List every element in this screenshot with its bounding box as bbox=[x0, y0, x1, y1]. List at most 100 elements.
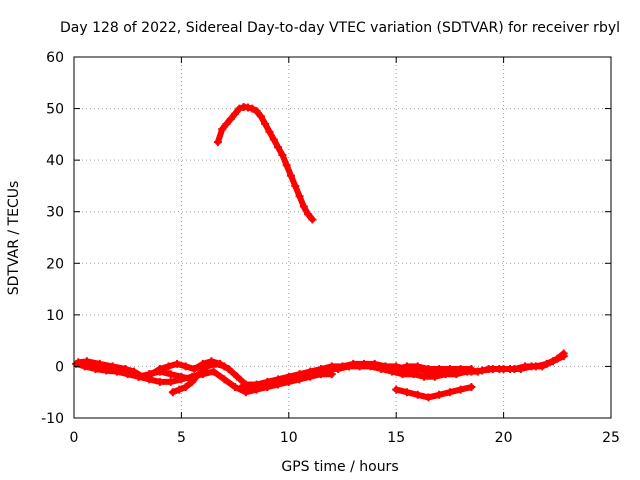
data-point bbox=[435, 365, 444, 374]
data-point bbox=[366, 362, 375, 371]
data-point bbox=[506, 365, 515, 374]
data-point bbox=[222, 120, 231, 129]
y-tick-label: 0 bbox=[55, 359, 64, 375]
data-point bbox=[274, 143, 283, 152]
data-point bbox=[235, 104, 244, 113]
data-point bbox=[381, 365, 390, 374]
data-point bbox=[344, 362, 353, 371]
data-point bbox=[392, 385, 401, 394]
data-point bbox=[265, 127, 274, 136]
data-point bbox=[256, 112, 265, 121]
data-point bbox=[224, 365, 233, 374]
data-point bbox=[177, 375, 186, 384]
data-point bbox=[74, 358, 83, 367]
y-tick-label: 60 bbox=[46, 50, 64, 66]
x-axis-label: GPS time / hours bbox=[281, 459, 398, 475]
data-point bbox=[248, 104, 257, 113]
data-point bbox=[211, 359, 220, 368]
data-point bbox=[269, 377, 278, 386]
series-layer bbox=[72, 103, 568, 402]
data-point bbox=[226, 114, 235, 123]
data-point bbox=[445, 365, 454, 374]
x-tick-label: 25 bbox=[602, 430, 620, 446]
data-point bbox=[301, 370, 310, 379]
x-tick-label: 5 bbox=[177, 430, 186, 446]
data-point bbox=[295, 192, 304, 201]
data-point bbox=[173, 359, 182, 368]
y-tick-label: 50 bbox=[46, 102, 64, 118]
data-point bbox=[286, 171, 295, 180]
data-point bbox=[248, 383, 257, 392]
data-point bbox=[82, 357, 91, 366]
data-point bbox=[527, 362, 536, 371]
data-point bbox=[237, 383, 246, 392]
data-point bbox=[188, 377, 197, 386]
data-point bbox=[312, 367, 321, 376]
y-tick-label: 10 bbox=[46, 308, 64, 324]
data-point bbox=[495, 365, 504, 374]
data-point bbox=[108, 362, 117, 371]
data-point bbox=[181, 383, 190, 392]
data-point bbox=[243, 103, 252, 112]
y-tick-label: -10 bbox=[41, 411, 64, 427]
data-point bbox=[402, 388, 411, 397]
y-tick-label: 30 bbox=[46, 205, 64, 221]
data-point bbox=[413, 390, 422, 399]
data-point bbox=[233, 372, 242, 381]
data-point bbox=[190, 365, 199, 374]
y-tick-label: 20 bbox=[46, 256, 64, 272]
data-point bbox=[278, 150, 287, 159]
data-point bbox=[164, 362, 173, 371]
data-point bbox=[409, 370, 418, 379]
data-point bbox=[168, 388, 177, 397]
data-point bbox=[134, 372, 143, 381]
data-point bbox=[145, 375, 154, 384]
x-tick-label: 15 bbox=[387, 430, 405, 446]
data-point bbox=[467, 365, 476, 374]
data-point bbox=[456, 385, 465, 394]
data-point bbox=[175, 385, 184, 394]
data-point bbox=[280, 375, 289, 384]
data-point bbox=[261, 120, 270, 129]
data-point bbox=[130, 367, 139, 376]
data-point bbox=[392, 365, 401, 374]
plot-frame bbox=[73, 56, 612, 419]
data-point bbox=[355, 362, 364, 371]
data-point bbox=[516, 365, 525, 374]
data-point bbox=[269, 135, 278, 144]
data-point bbox=[299, 202, 308, 211]
data-point bbox=[435, 390, 444, 399]
data-point bbox=[304, 210, 313, 219]
data-point bbox=[218, 125, 227, 134]
data-point bbox=[209, 367, 218, 376]
data-point bbox=[91, 365, 100, 374]
data-point bbox=[194, 370, 203, 379]
data-point bbox=[456, 365, 465, 374]
data-point bbox=[231, 109, 240, 118]
data-point bbox=[467, 383, 476, 392]
data-point bbox=[559, 352, 568, 361]
data-point bbox=[424, 365, 433, 374]
data-point bbox=[291, 181, 300, 190]
data-point bbox=[155, 365, 164, 374]
data-point bbox=[166, 370, 175, 379]
data-point bbox=[413, 362, 422, 371]
y-axis-label: SDTVAR / TECUs bbox=[6, 181, 22, 296]
data-point bbox=[181, 362, 190, 371]
x-tick-label: 10 bbox=[280, 430, 298, 446]
x-tick-label: 20 bbox=[495, 430, 513, 446]
x-tick-label: 0 bbox=[70, 430, 79, 446]
chart-title: Day 128 of 2022, Sidereal Day-to-day VTE… bbox=[60, 20, 620, 36]
data-point bbox=[121, 365, 130, 374]
data-point bbox=[549, 357, 558, 366]
data-point bbox=[398, 370, 407, 379]
y-tick-label: 40 bbox=[46, 153, 64, 169]
data-point bbox=[155, 377, 164, 386]
data-point bbox=[220, 362, 229, 371]
data-point bbox=[445, 388, 454, 397]
data-point bbox=[282, 161, 291, 170]
data-point bbox=[166, 377, 175, 386]
data-point bbox=[538, 362, 547, 371]
data-point bbox=[259, 380, 268, 389]
